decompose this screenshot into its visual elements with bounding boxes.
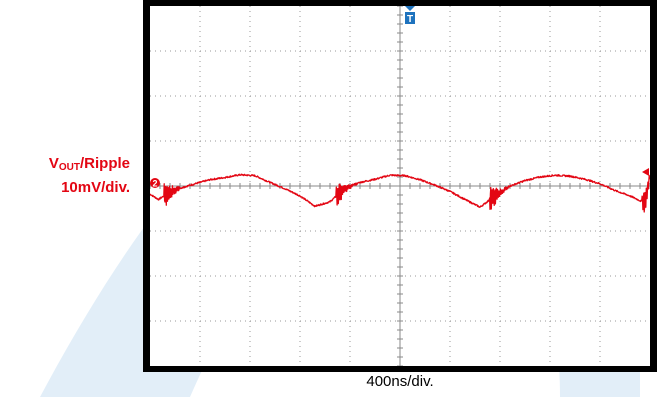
trigger-marker: T [405,6,415,25]
channel-marker-badge [150,178,160,188]
markers: T 2 [150,6,649,189]
trigger-arrow-icon [405,6,415,11]
ripple-trace-line [150,173,650,213]
time-scale-label: 400ns/div. [366,373,434,390]
trigger-level-arrow-icon [642,168,649,176]
channel-scale-label: VOUT/Ripple 10mV/div. [0,154,130,198]
trigger-marker-text: T [407,14,413,25]
ripple-trace [150,173,650,213]
trigger-box [405,12,415,24]
channel-marker: 2 [150,178,160,189]
oscilloscope-screen: T 2 [150,6,650,366]
grid [150,6,650,366]
vout-ripple-label: VOUT/Ripple [48,155,130,173]
channel-marker-text: 2 [152,179,157,189]
vertical-scale-label: 10mV/div. [61,179,130,196]
oscilloscope-frame: T 2 [143,0,657,372]
watermark-dot [587,369,609,391]
